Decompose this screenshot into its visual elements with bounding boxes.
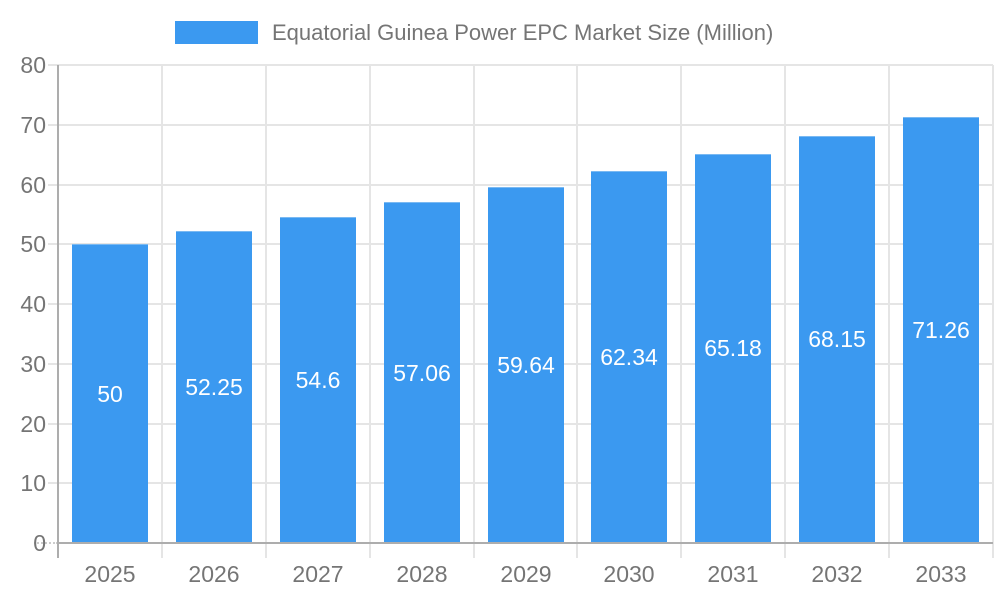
y-axis-label: 20 <box>20 411 46 437</box>
y-axis-label: 70 <box>20 112 46 138</box>
y-axis-label: 60 <box>20 172 46 198</box>
y-axis-label: 0 <box>33 530 46 556</box>
x-axis-label: 2032 <box>811 561 863 587</box>
bar-2031[interactable] <box>695 154 771 543</box>
x-axis-label: 2028 <box>396 561 448 587</box>
x-axis-line <box>58 542 993 544</box>
x-axis-label: 2025 <box>84 561 136 587</box>
x-axis-label: 2027 <box>292 561 344 587</box>
legend-label: Equatorial Guinea Power EPC Market Size … <box>272 19 774 45</box>
x-axis-label: 2030 <box>603 561 655 587</box>
bar-value-label: 54.6 <box>295 367 341 393</box>
gridline-vertical <box>680 65 682 558</box>
legend[interactable]: Equatorial Guinea Power EPC Market Size … <box>175 19 774 45</box>
gridline-vertical <box>473 65 475 558</box>
x-axis-label: 2026 <box>188 561 240 587</box>
bar-2033[interactable] <box>903 117 979 543</box>
bar-2028[interactable] <box>384 202 460 543</box>
bar-2032[interactable] <box>799 136 875 543</box>
y-axis-label: 10 <box>20 470 46 496</box>
bar-2030[interactable] <box>591 171 667 543</box>
gridline-vertical <box>888 65 890 558</box>
bar-2027[interactable] <box>280 217 356 543</box>
y-axis-line <box>57 65 59 558</box>
bar-value-label: 50 <box>97 381 123 407</box>
bar-value-label: 71.26 <box>912 317 970 343</box>
x-axis-label: 2031 <box>707 561 759 587</box>
y-axis-label: 40 <box>20 291 46 317</box>
gridline-vertical <box>369 65 371 558</box>
gridline-vertical <box>992 65 994 558</box>
gridline-vertical <box>784 65 786 558</box>
bar-value-label: 57.06 <box>393 360 451 386</box>
y-axis-label: 30 <box>20 351 46 377</box>
bar-value-label: 65.18 <box>704 335 762 361</box>
gridline-horizontal <box>48 184 993 186</box>
bar-2029[interactable] <box>488 187 564 543</box>
legend-swatch <box>175 21 258 44</box>
bar-2026[interactable] <box>176 231 252 543</box>
gridline-vertical <box>265 65 267 558</box>
gridline-vertical <box>576 65 578 558</box>
zero-tick-dotted <box>34 542 58 544</box>
gridline-horizontal <box>48 64 993 66</box>
bar-value-label: 68.15 <box>808 326 866 352</box>
gridline-horizontal <box>48 124 993 126</box>
bar-value-label: 62.34 <box>600 344 658 370</box>
x-axis-label: 2029 <box>500 561 552 587</box>
bar-value-label: 52.25 <box>185 374 243 400</box>
y-axis-label: 80 <box>20 52 46 78</box>
x-axis-label: 2033 <box>915 561 967 587</box>
bar-value-label: 59.64 <box>497 352 555 378</box>
bar-2025[interactable] <box>72 244 148 543</box>
y-axis-label: 50 <box>20 231 46 257</box>
gridline-vertical <box>161 65 163 558</box>
